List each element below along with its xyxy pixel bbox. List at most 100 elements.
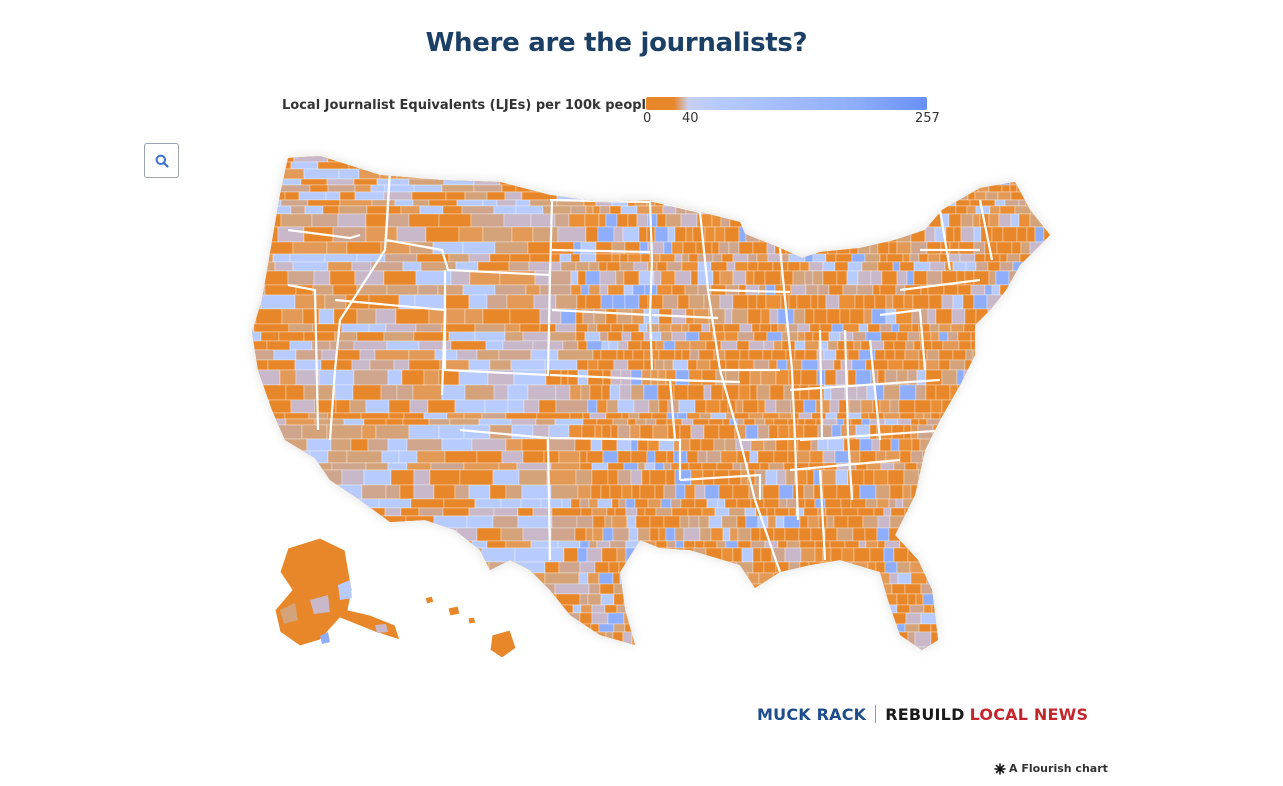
us-county-map[interactable] (180, 140, 1080, 680)
county-tile (982, 418, 998, 426)
county-tile (341, 323, 370, 333)
county-tile (543, 450, 560, 464)
county-tile (750, 660, 764, 670)
county-tile (337, 213, 367, 228)
county-tile (896, 270, 908, 286)
county-tile (903, 294, 914, 310)
county-tile (839, 593, 851, 606)
county-tile (1046, 424, 1050, 440)
county-tile (252, 561, 257, 574)
county-tile (1021, 424, 1035, 440)
county-tile (724, 178, 734, 186)
county-tile (399, 140, 418, 146)
county-tile (1012, 349, 1024, 361)
county-tile (809, 323, 821, 333)
county-tile (925, 384, 937, 401)
county-tile (969, 199, 981, 207)
county-tile (784, 547, 802, 563)
county-tile (672, 191, 689, 201)
county-tile (938, 156, 955, 163)
county-tile (802, 184, 813, 193)
county-tile (648, 547, 664, 563)
county-tile (423, 412, 448, 420)
county-tile (504, 191, 523, 201)
county-tile (548, 631, 564, 648)
county-tile (599, 331, 609, 342)
county-tile (834, 140, 843, 146)
county-tile (354, 191, 385, 201)
county-tile (904, 191, 913, 201)
county-tile (831, 161, 846, 170)
county-tile (664, 561, 674, 574)
county-tile (364, 572, 396, 585)
county-tile (1029, 547, 1045, 563)
county-tile (289, 253, 326, 263)
county-tile (748, 340, 765, 351)
county-tile (951, 308, 966, 325)
county-tile (636, 205, 652, 215)
county-tile (884, 191, 893, 201)
county-tile (365, 213, 388, 228)
county-tile (788, 507, 797, 517)
county-tile (252, 226, 257, 243)
county-tile (688, 631, 697, 648)
county-tile (1042, 241, 1050, 255)
county-tile (864, 527, 878, 542)
flourish-credit[interactable]: A Flourish chart (994, 762, 1108, 775)
county-tile (520, 498, 542, 509)
county-tile (367, 676, 396, 680)
county-tile (714, 156, 732, 157)
county-tile (577, 484, 592, 500)
county-tile (722, 527, 731, 542)
county-tile (835, 184, 844, 193)
county-tile (956, 369, 965, 386)
county-tile (834, 156, 845, 163)
county-tile (827, 213, 841, 228)
county-tile (923, 604, 933, 614)
county-tile (998, 369, 1013, 386)
county-tile (1029, 241, 1044, 255)
county-tile (992, 660, 1004, 670)
county-tile (704, 572, 714, 585)
county-tile (603, 168, 615, 180)
county-tile (326, 653, 344, 660)
county-tile (799, 561, 810, 574)
map-svg[interactable] (180, 140, 1080, 680)
county-tile (1038, 384, 1047, 401)
county-tile (514, 631, 550, 648)
county-tile (388, 412, 405, 420)
county-tile (867, 572, 881, 585)
search-button[interactable] (144, 143, 179, 178)
county-tile (358, 156, 378, 157)
county-tile (824, 161, 833, 170)
county-tile (674, 340, 691, 351)
county-tile (597, 660, 609, 670)
county-tile (900, 184, 915, 193)
county-tile (985, 349, 1000, 361)
county-tile (515, 199, 531, 207)
county-tile (1019, 572, 1032, 585)
county-tile (279, 369, 297, 386)
county-tile (965, 462, 980, 471)
county-tile (972, 213, 981, 228)
county-tile (930, 399, 943, 414)
county-tile (1010, 213, 1020, 228)
county-tile (828, 284, 844, 296)
county-tile (417, 284, 439, 296)
county-tile (914, 412, 925, 420)
county-tile (894, 205, 910, 215)
county-tile (585, 294, 602, 310)
county-tile (886, 253, 904, 263)
county-tile (659, 676, 675, 680)
county-tile (586, 184, 597, 193)
county-tile (880, 604, 898, 614)
county-tile (804, 498, 816, 509)
county-tile (418, 507, 444, 517)
county-tile (1032, 331, 1049, 342)
county-tile (635, 515, 651, 529)
county-tile (890, 178, 906, 186)
county-tile (725, 359, 740, 371)
county-tile (719, 399, 729, 414)
county-tile (674, 253, 683, 263)
county-tile (907, 213, 922, 228)
